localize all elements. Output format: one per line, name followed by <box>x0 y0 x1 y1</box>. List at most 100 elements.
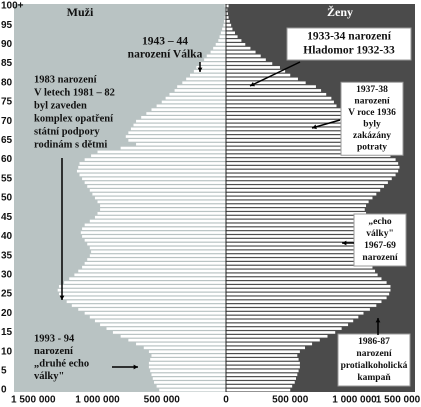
annotation-arrow <box>249 61 301 87</box>
bar <box>226 185 385 188</box>
annotation: války" <box>34 371 64 382</box>
annotation: rodinám s dětmi <box>34 139 107 150</box>
bar <box>226 281 387 284</box>
bar <box>226 342 313 346</box>
bar <box>226 327 342 330</box>
annotation: potraty <box>357 143 387 153</box>
bar <box>226 258 368 261</box>
bar <box>154 381 226 384</box>
bar <box>224 4 226 8</box>
bar <box>200 62 226 65</box>
bar <box>89 246 226 250</box>
bar <box>226 62 273 65</box>
annotation: V letech 1981 – 82 <box>34 87 115 98</box>
bar <box>226 381 295 384</box>
bar <box>226 188 381 192</box>
annotation: narození <box>356 349 392 359</box>
bar <box>226 39 242 42</box>
annotation: 1983 narození <box>34 74 98 85</box>
bar <box>150 358 226 361</box>
y-tick-label: 65 <box>1 135 13 146</box>
bar <box>226 242 370 246</box>
bar <box>224 12 226 15</box>
bar <box>84 223 227 227</box>
bar <box>226 119 358 123</box>
bar <box>226 358 299 361</box>
bar <box>82 227 226 231</box>
y-tick-label: 35 <box>1 250 13 261</box>
arrow-head <box>59 295 65 300</box>
bar <box>226 23 232 27</box>
bar <box>226 238 373 242</box>
bar <box>226 277 382 280</box>
bar <box>161 100 226 104</box>
bar <box>226 204 367 208</box>
bar <box>148 361 226 365</box>
bar <box>136 119 226 123</box>
bar <box>58 292 226 296</box>
bar <box>133 123 226 127</box>
bar <box>226 81 306 85</box>
annotation: 1933-34 narození <box>307 31 392 43</box>
annotation-box <box>353 213 407 267</box>
annotation: Hladomor 1932-33 <box>303 45 395 57</box>
bar <box>226 384 293 388</box>
bar <box>226 85 316 88</box>
arrow-head <box>375 318 381 323</box>
annotation-arrow <box>311 119 341 129</box>
arrow-head <box>342 240 347 246</box>
bar <box>226 16 229 19</box>
y-tick-label: 45 <box>1 212 13 223</box>
bar <box>226 96 332 100</box>
bar <box>151 373 226 377</box>
annotation: 1937-38 <box>356 85 388 95</box>
legend-label: Ženy <box>327 5 353 19</box>
bar <box>226 46 251 50</box>
bar <box>226 127 363 131</box>
bar <box>89 254 226 257</box>
bar <box>226 154 391 158</box>
x-tick-label: 0 <box>223 395 229 406</box>
bar <box>226 219 372 223</box>
arrow-head <box>250 81 255 87</box>
y-tick-label: 30 <box>1 269 13 280</box>
bar <box>226 254 367 257</box>
y-tick-label: 90 <box>1 39 13 50</box>
arrow-head <box>197 67 203 72</box>
annotation: narození <box>362 253 398 263</box>
bar <box>84 238 227 242</box>
bar <box>226 196 373 200</box>
bar <box>226 31 235 35</box>
bar <box>89 219 226 223</box>
bar <box>226 135 363 138</box>
annotation: zakázány <box>353 131 391 141</box>
bar <box>120 146 226 150</box>
bar <box>226 369 299 373</box>
bar <box>57 288 227 292</box>
bar <box>226 146 358 150</box>
bar <box>143 346 226 350</box>
annotation: státní podpory <box>34 126 100 137</box>
bar <box>226 50 256 54</box>
bar <box>226 338 320 342</box>
bar <box>226 4 229 8</box>
y-tick-label: 75 <box>1 97 13 108</box>
bar <box>223 23 226 27</box>
bar <box>71 304 227 307</box>
bar <box>226 373 298 377</box>
annotation: 1993 - 94 <box>34 333 75 344</box>
bar <box>156 104 226 108</box>
bar <box>186 77 226 81</box>
annotation: narození <box>34 346 74 357</box>
bar <box>112 331 226 334</box>
bar <box>226 265 373 269</box>
bar <box>91 154 226 158</box>
bar <box>226 100 334 104</box>
bar <box>136 142 226 146</box>
bar <box>226 158 396 161</box>
x-tick-label: 500 000 <box>144 395 181 406</box>
bar <box>76 169 226 173</box>
bar <box>226 227 377 231</box>
bar <box>182 81 226 85</box>
bar <box>74 273 226 277</box>
